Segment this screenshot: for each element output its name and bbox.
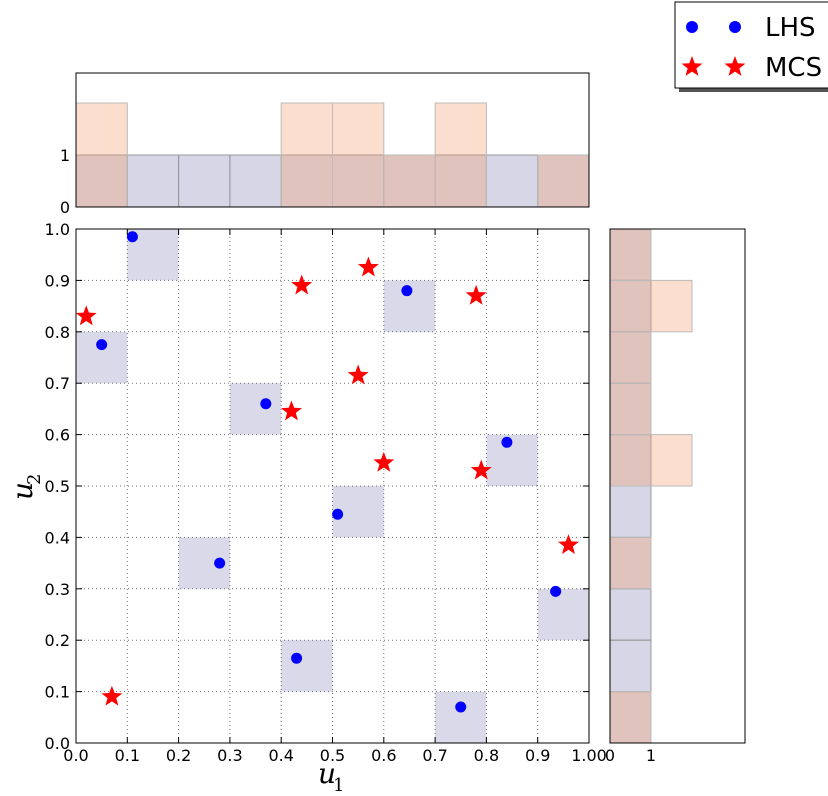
axes-frames [75,72,746,744]
lhs-stratum-cell [281,640,333,692]
top-histogram-bar-lhs [434,154,487,208]
right-histogram-bar-mcs [609,331,652,384]
y-tick-label: 1.0 [45,220,70,239]
mcs-star-point [101,685,123,706]
x-tick-label: 0.7 [422,746,447,765]
top-histogram-bar-mcs [75,102,128,208]
x-tick-label: 0.2 [166,746,191,765]
lhs-point [260,398,272,410]
top-histogram-frame [75,72,590,208]
mcs-star-point [357,256,379,277]
mcs-star-point [75,305,97,326]
x-tick-label: 0.8 [474,746,499,765]
y-axis-label-subscript: 2 [24,474,45,485]
lhs-point [214,557,226,569]
x-tick-label: 1.00 [571,746,607,765]
x-tick-label: 0.9 [525,746,550,765]
y-tick-label: 0.2 [45,631,70,650]
legend-lhs-marker-right [729,21,741,33]
x-tick-label: 0.5 [320,746,345,765]
right-histogram-bar-lhs [609,639,652,693]
right-histogram-bar-mcs [609,279,693,333]
y-tick-label: 0.8 [45,323,70,342]
right-histogram-bar-lhs [609,382,652,436]
right-histogram-tick-label: 1 [646,746,656,765]
legend-mcs-markers [681,56,746,76]
mcs-star-point [347,364,369,385]
lhs-point [401,285,413,297]
mcs-star-point [465,284,487,305]
top-histogram-bar-mcs [434,102,487,208]
right-histogram-bar-mcs [609,536,652,590]
mcs-star-point [291,274,313,295]
legend-mcs-star-right [724,56,746,76]
top-histogram-bar-mcs [383,154,436,208]
top-histogram-bar-mcs [537,154,590,208]
right-histogram-bar-lhs [609,279,652,333]
y-tick-label: 0.6 [45,426,70,445]
top-histogram-bar-lhs [229,154,282,208]
y-tick-label: 0.5 [45,477,70,496]
y-tick-label: 0.0 [45,734,70,753]
data-points [75,231,579,713]
x-axis-label: u [318,757,336,790]
top-histogram-bar-lhs [126,154,180,208]
lhs-point [291,652,303,664]
mcs-star-point [558,534,579,555]
x-tick-label: 0.0 [63,746,88,765]
legend-mcs-label: MCS [765,53,822,83]
y-tick-label: 0.4 [45,528,70,547]
top-histogram-tick-label: 0 [60,198,70,217]
right-histogram-tick-label: 0 [605,746,615,765]
top-histogram-bar-mcs [280,102,334,208]
y-tick-label: 0.7 [45,374,70,393]
lhs-point [332,508,344,520]
legend-lhs-label: LHS [765,13,816,43]
x-tick-label: 0.4 [268,746,293,765]
x-tick-label: 0.1 [115,746,140,765]
tick-labels: 0.0 0.1 0.2 0.3 0.4 0.5 0.6 0.7 0.8 0.9 1.000.00.1… [45,146,657,765]
lhs-point [96,339,108,351]
top-histogram-bar-lhs [178,154,231,208]
lhs-point [550,585,562,597]
legend-box [674,1,828,89]
top-histogram-bar-lhs [485,154,539,208]
legend: LHS MCS [674,1,828,92]
lhs-stratum-cell [229,383,282,435]
lhs-point [455,701,467,713]
right-histogram-bar-lhs [609,485,652,538]
lhs-stratum-cell [537,588,589,641]
main-grid [76,229,589,743]
lhs-stratum-cell [435,691,487,743]
x-tick-label: 0.6 [371,746,396,765]
x-axis-label-subscript: 1 [333,775,344,796]
mcs-star-point [373,451,395,472]
top-histogram-bar-lhs [75,154,128,208]
lhs-point [501,436,513,448]
legend-lhs-marker-left [686,21,698,33]
top-histogram-bar-mcs [332,102,385,208]
legend-mcs-star-left [681,56,703,76]
mcs-star-point [281,400,302,421]
y-tick-label: 0.9 [45,271,70,290]
right-histogram-bar-lhs [609,588,652,641]
top-histogram-tick-label: 1 [60,146,70,165]
right-marginal-histogram [609,228,693,744]
y-tick-label: 0.3 [45,580,70,599]
lhs-point [126,231,138,243]
right-histogram-frame [609,228,746,744]
y-axis-label-group: u 2 [6,474,45,500]
right-histogram-bar-mcs [609,228,652,281]
right-histogram-bar-mcs [609,434,693,487]
y-axis-label: u [6,482,39,500]
right-histogram-bar-lhs [609,331,652,384]
x-tick-label: 0.3 [217,746,242,765]
mcs-star-point [470,459,492,480]
right-histogram-bar-mcs [609,382,652,436]
y-tick-label: 0.1 [45,683,70,702]
top-histogram-bar-lhs [332,154,385,208]
top-marginal-histogram [75,102,590,208]
right-histogram-bar-mcs [609,691,652,744]
